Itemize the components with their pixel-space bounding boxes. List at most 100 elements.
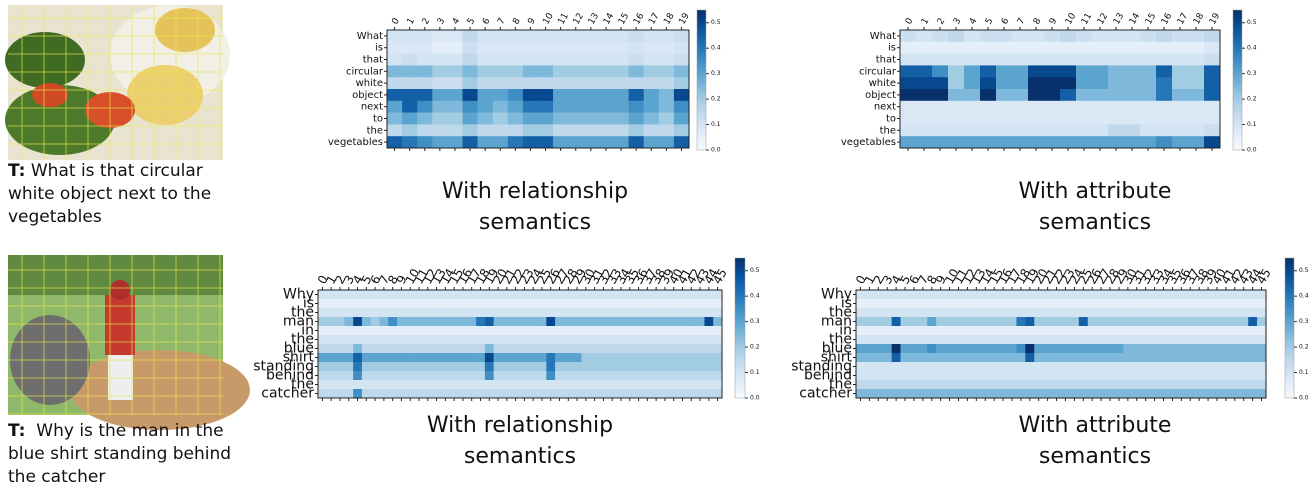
heatmap-cell: [661, 362, 670, 371]
heatmap-cell: [669, 362, 678, 371]
heatmap-cell: [387, 54, 402, 66]
heatmap-cell: [874, 317, 883, 326]
heatmap-cell: [617, 308, 626, 317]
heatmap-cell: [948, 89, 964, 101]
heatmap-cell: [1106, 371, 1115, 380]
heatmap-cell: [478, 54, 493, 66]
heatmap-cell: [634, 317, 643, 326]
heatmap-cell: [634, 371, 643, 380]
heatmap-cell: [614, 54, 629, 66]
heatmap-cell: [1106, 344, 1115, 353]
x-label: 14: [602, 11, 617, 26]
heatmap-cell: [508, 30, 523, 42]
heatmap-cell: [1213, 362, 1222, 371]
heatmap-cell: [417, 54, 432, 66]
heatmap-cell: [972, 308, 981, 317]
heatmap-cell: [371, 371, 380, 380]
heatmap-cell: [397, 317, 406, 326]
heatmap-cell: [948, 65, 964, 77]
heatmap-cell: [1239, 335, 1248, 344]
heatmap-cell: [990, 371, 999, 380]
heatmap-cell: [608, 362, 617, 371]
heatmap-cell: [529, 362, 538, 371]
heatmap-cell: [643, 344, 652, 353]
heatmap-cell: [371, 389, 380, 398]
heatmap-cell: [598, 124, 613, 136]
heatmap-cell: [704, 362, 713, 371]
heatmap-cell: [629, 77, 644, 89]
heatmap-cell: [614, 113, 629, 125]
heatmap-cell: [625, 308, 634, 317]
heatmap-cell: [523, 89, 538, 101]
heatmap-cell: [546, 389, 555, 398]
heatmap-cell: [1230, 371, 1239, 380]
heatmap-cell: [463, 113, 478, 125]
heatmap-cell: [598, 42, 613, 54]
heatmap-cell: [1106, 290, 1115, 299]
heatmap-cell: [546, 290, 555, 299]
heatmap-cell: [1230, 353, 1239, 362]
heatmap-cell: [874, 353, 883, 362]
heatmap-cell: [583, 65, 598, 77]
heatmap-cell: [599, 317, 608, 326]
heatmap-cell: [494, 344, 503, 353]
heatmap-cell: [441, 344, 450, 353]
heatmap-cell: [1177, 353, 1186, 362]
heatmap-cell: [1221, 299, 1230, 308]
heatmap-cell: [1061, 308, 1070, 317]
heatmap-cell: [590, 353, 599, 362]
heatmap-cell: [447, 101, 462, 113]
heatmap-cell: [1088, 371, 1097, 380]
heatmap-cell: [555, 308, 564, 317]
heatmap-cell: [476, 335, 485, 344]
heatmap-cell: [936, 317, 945, 326]
heatmap-cell: [614, 77, 629, 89]
heatmap-cell: [856, 380, 865, 389]
heatmap-cell: [1060, 124, 1076, 136]
heatmap-cell: [696, 308, 705, 317]
heatmap-cell: [629, 54, 644, 66]
heatmap-cell: [1186, 344, 1195, 353]
heatmap-cell: [1123, 344, 1132, 353]
heatmap-cell: [1008, 308, 1017, 317]
heatmap-cell: [1097, 353, 1106, 362]
heatmap-cell: [371, 299, 380, 308]
y-label: white: [356, 78, 383, 89]
heatmap-cell: [1044, 77, 1060, 89]
colorbar-label: 0.3: [1299, 318, 1309, 325]
heatmap-cell: [1088, 380, 1097, 389]
heatmap-cell: [1114, 371, 1123, 380]
heatmap-cell: [463, 54, 478, 66]
heatmap-cell: [493, 101, 508, 113]
heatmap-cell: [432, 389, 441, 398]
heatmap-cell: [1239, 317, 1248, 326]
heatmap-cell: [972, 353, 981, 362]
heatmap-cell: [1052, 326, 1061, 335]
heatmap-cell: [417, 77, 432, 89]
heatmap-cell: [599, 308, 608, 317]
heatmap-cell: [1025, 326, 1034, 335]
heatmap-cell: [945, 326, 954, 335]
heatmap-cell: [981, 380, 990, 389]
heatmap-cell: [963, 353, 972, 362]
heatmap-cell: [568, 89, 583, 101]
heatmap-cell: [696, 353, 705, 362]
heatmap-cell: [494, 371, 503, 380]
heatmap-cell: [1061, 371, 1070, 380]
heatmap-cell: [553, 42, 568, 54]
heatmap-cell: [502, 344, 511, 353]
heatmap-cell: [964, 101, 980, 113]
heatmap-cell: [883, 308, 892, 317]
heatmap-cell: [1088, 308, 1097, 317]
heatmap-cell: [643, 389, 652, 398]
heatmap-cell: [417, 101, 432, 113]
heatmap-cell: [476, 326, 485, 335]
heatmap-cell: [696, 344, 705, 353]
heatmap-cell: [1025, 380, 1034, 389]
heatmap-cell: [573, 308, 582, 317]
heatmap-cell: [1221, 353, 1230, 362]
heatmap-cell: [520, 299, 529, 308]
heatmap-cell: [1257, 389, 1266, 398]
heatmap-cell: [1221, 371, 1230, 380]
x-label: 0: [390, 16, 402, 26]
